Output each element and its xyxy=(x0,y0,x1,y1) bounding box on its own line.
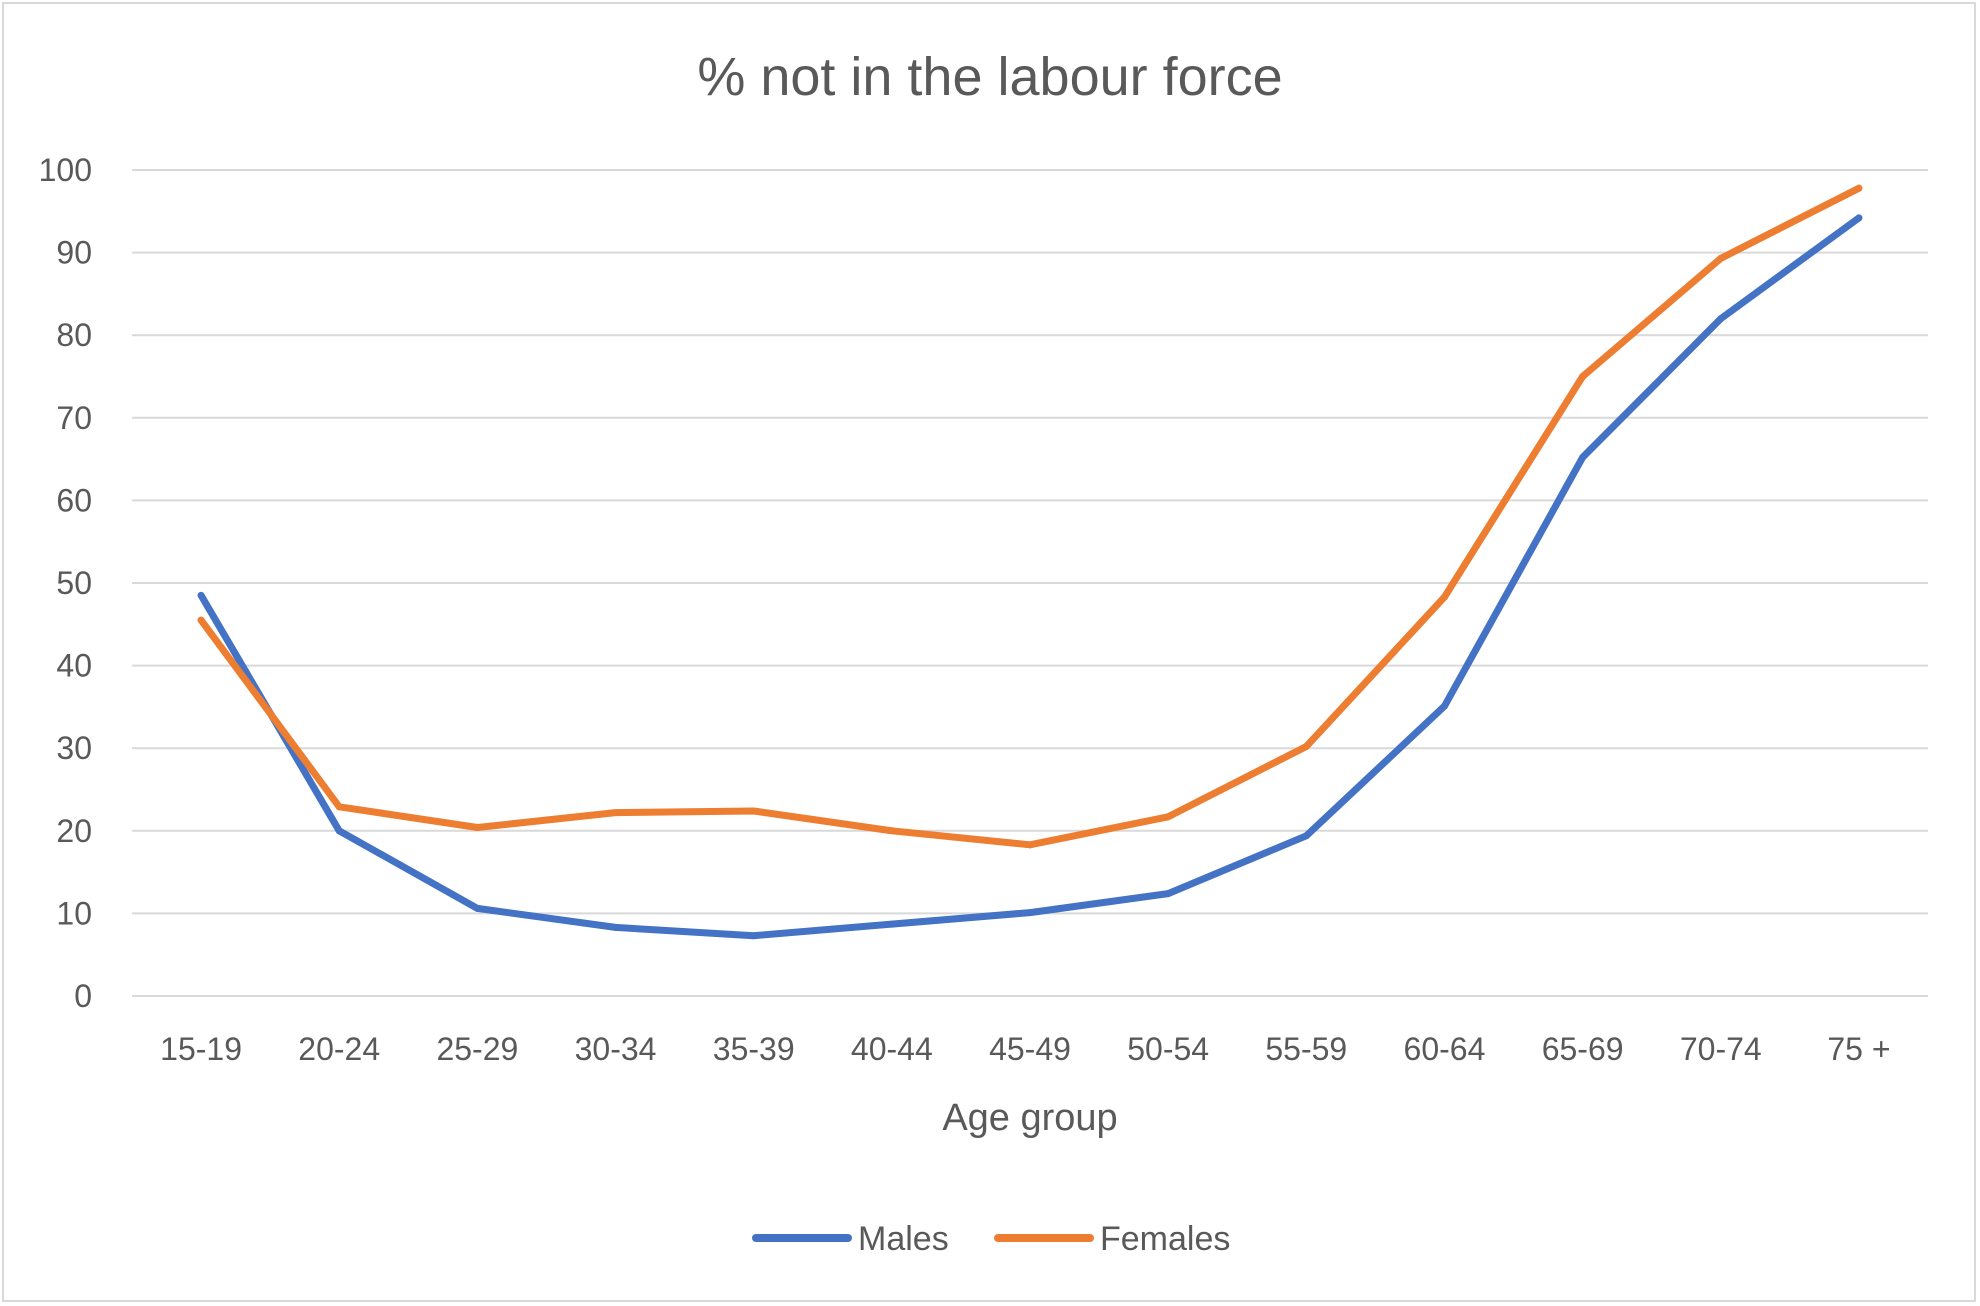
x-tick-label: 20-24 xyxy=(298,1031,380,1067)
data-point-females xyxy=(612,809,620,817)
x-tick-label: 55-59 xyxy=(1265,1031,1347,1067)
data-point-females xyxy=(1302,743,1310,751)
y-tick-label: 80 xyxy=(56,317,92,353)
series-lines xyxy=(197,184,1863,940)
data-point-females xyxy=(1717,254,1725,262)
gridlines xyxy=(132,169,1928,997)
data-point-males xyxy=(750,932,758,940)
data-point-males xyxy=(1164,890,1172,898)
data-point-males xyxy=(1302,832,1310,840)
data-point-males xyxy=(197,591,205,599)
y-tick-label: 30 xyxy=(56,730,92,766)
x-tick-label: 65-69 xyxy=(1542,1031,1624,1067)
data-point-males xyxy=(335,827,343,835)
data-point-males xyxy=(1855,214,1863,222)
y-tick-label: 50 xyxy=(56,565,92,601)
x-tick-label: 30-34 xyxy=(575,1031,657,1067)
data-point-males xyxy=(612,923,620,931)
data-point-females xyxy=(1440,593,1448,601)
legend-label-males: Males xyxy=(858,1220,949,1258)
data-point-females xyxy=(888,827,896,835)
x-tick-label: 25-29 xyxy=(436,1031,518,1067)
y-tick-label: 60 xyxy=(56,482,92,518)
y-tick-label: 70 xyxy=(56,400,92,436)
y-tick-label: 90 xyxy=(56,235,92,271)
data-point-females xyxy=(473,823,481,831)
y-tick-label: 10 xyxy=(56,895,92,931)
data-point-females xyxy=(1579,373,1587,380)
data-point-females xyxy=(750,807,758,815)
y-tick-label: 40 xyxy=(56,648,92,684)
data-point-males xyxy=(1579,453,1587,461)
x-tick-label: 35-39 xyxy=(713,1031,795,1067)
data-point-females xyxy=(1855,184,1863,192)
x-tick-label: 50-54 xyxy=(1127,1031,1209,1067)
data-point-males xyxy=(1717,315,1725,323)
data-point-males xyxy=(888,920,896,928)
x-tick-label: 60-64 xyxy=(1404,1031,1486,1067)
data-point-females xyxy=(197,616,205,624)
chart-title: % not in the labour force xyxy=(697,47,1282,107)
series-line-females xyxy=(197,184,1863,849)
x-axis-ticks: 15-19 20-24 25-29 30-34 35-39 40-44 45-49 50-54… xyxy=(160,1031,1890,1067)
y-axis-ticks: 0 10 20 30 40 50 60 70 80 90 100 xyxy=(39,152,92,1014)
x-tick-label: 45-49 xyxy=(989,1031,1071,1067)
y-tick-label: 0 xyxy=(74,978,92,1014)
data-point-females xyxy=(335,803,343,811)
y-tick-label: 20 xyxy=(56,813,92,849)
x-tick-label: 75 + xyxy=(1827,1031,1890,1067)
data-point-females xyxy=(1026,841,1034,849)
data-point-males xyxy=(1440,702,1448,710)
data-point-males xyxy=(473,904,481,912)
series-line-males xyxy=(197,214,1863,940)
x-tick-label: 70-74 xyxy=(1680,1031,1762,1067)
data-point-males xyxy=(1026,909,1034,917)
x-tick-label: 15-19 xyxy=(160,1031,242,1067)
x-tick-label: 40-44 xyxy=(851,1031,933,1067)
x-axis-title: Age group xyxy=(942,1097,1117,1139)
y-tick-label: 100 xyxy=(39,152,92,188)
data-point-females xyxy=(1164,813,1172,821)
legend-label-females: Females xyxy=(1100,1220,1230,1258)
legend: Males Females xyxy=(752,1220,1230,1258)
